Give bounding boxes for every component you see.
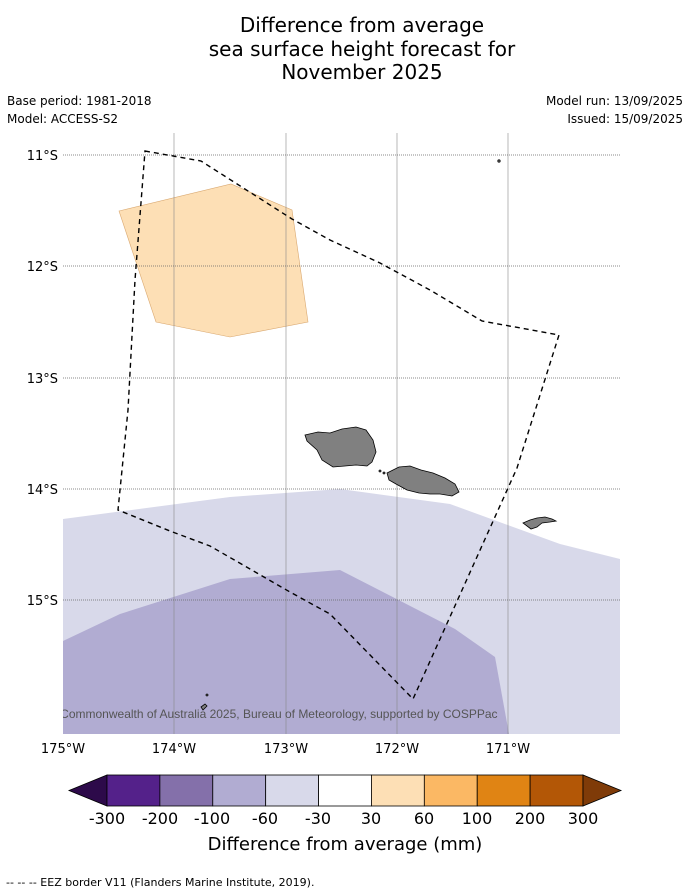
colorbar-extend-high bbox=[582, 774, 623, 807]
colorbar-segment bbox=[529, 774, 584, 807]
issued-date: Issued: 15/09/2025 bbox=[567, 112, 683, 126]
colorbar-segment bbox=[106, 774, 161, 807]
colorbar-segment bbox=[265, 774, 319, 807]
graticule bbox=[173, 133, 509, 734]
meta-left: Base period: 1981-2018 Model: ACCESS-S2 bbox=[7, 92, 152, 128]
colorbar-extend-low bbox=[67, 774, 108, 807]
colorbar-label: 300 bbox=[568, 809, 599, 828]
colorbar-label: 30 bbox=[361, 809, 381, 828]
colorbar-segment bbox=[159, 774, 214, 807]
island-tutuila bbox=[522, 516, 558, 530]
anomaly-positive-30-60 bbox=[118, 183, 309, 338]
colorbar-title: Difference from average (mm) bbox=[208, 834, 483, 855]
land-islands bbox=[200, 159, 558, 711]
lat-tick-label: 15°S bbox=[27, 594, 58, 609]
lat-tick-label: 12°S bbox=[27, 260, 58, 275]
colorbar-label: 200 bbox=[515, 809, 546, 828]
colorbar-segment bbox=[371, 774, 425, 807]
lon-tick-label: 174°W bbox=[152, 742, 196, 757]
copyright-text: © Commonwealth of Australia 2025, Bureau… bbox=[48, 707, 498, 721]
eez-legend-note: -- -- -- EEZ border V11 (Flanders Marine… bbox=[6, 876, 315, 889]
meta-right: Model run: 13/09/2025 Issued: 15/09/2025 bbox=[546, 92, 683, 128]
longitude-tick-labels: 175°W 174°W 173°W 172°W 171°W bbox=[41, 742, 530, 757]
island-apolima bbox=[382, 471, 386, 475]
island-upolu bbox=[386, 465, 460, 497]
colorbar-label: 60 bbox=[414, 809, 434, 828]
colorbar bbox=[67, 774, 623, 807]
base-period: Base period: 1981-2018 bbox=[7, 94, 152, 108]
colorbar-segment bbox=[476, 774, 531, 807]
colorbar-label: -100 bbox=[194, 809, 230, 828]
island-north-islet bbox=[497, 159, 501, 163]
map-area: © Commonwealth of Australia 2025, Bureau… bbox=[48, 133, 620, 734]
colorbar-segment bbox=[212, 774, 267, 807]
title-line-1: Difference from average bbox=[239, 13, 485, 37]
lat-tick-label: 14°S bbox=[27, 483, 58, 498]
title-line-2: sea surface height forecast for bbox=[208, 36, 516, 61]
colorbar-label: 100 bbox=[462, 809, 493, 828]
colorbar-segment bbox=[423, 774, 478, 807]
map-title: Difference from average sea surface heig… bbox=[0, 13, 690, 85]
eez-border bbox=[117, 150, 560, 701]
island-south-islet bbox=[200, 703, 208, 711]
latitude-lines bbox=[63, 154, 620, 601]
island-savaii bbox=[304, 426, 377, 468]
colorbar-label: -60 bbox=[252, 809, 278, 828]
lon-tick-label: 171°W bbox=[486, 742, 530, 757]
colorbar-labels: -300 -200 -100 -60 -30 30 60 100 200 300 bbox=[89, 809, 598, 828]
colorbar-label: -300 bbox=[89, 809, 125, 828]
island-south-islet-2 bbox=[205, 693, 209, 697]
title-line-3: November 2025 bbox=[281, 60, 443, 84]
colorbar-segment bbox=[318, 774, 372, 807]
island-manono bbox=[378, 469, 382, 473]
lat-tick-label: 13°S bbox=[27, 372, 58, 387]
latitude-tick-labels: 11°S 12°S 13°S 14°S 15°S bbox=[27, 149, 58, 609]
model-run: Model run: 13/09/2025 bbox=[545, 94, 683, 108]
lat-tick-label: 11°S bbox=[27, 149, 58, 164]
lon-tick-label: 175°W bbox=[41, 742, 85, 757]
colorbar-label: -30 bbox=[305, 809, 331, 828]
model-name: Model: ACCESS-S2 bbox=[7, 112, 119, 126]
lon-tick-label: 172°W bbox=[375, 742, 419, 757]
lon-tick-label: 173°W bbox=[264, 742, 308, 757]
colorbar-label: -200 bbox=[142, 809, 178, 828]
